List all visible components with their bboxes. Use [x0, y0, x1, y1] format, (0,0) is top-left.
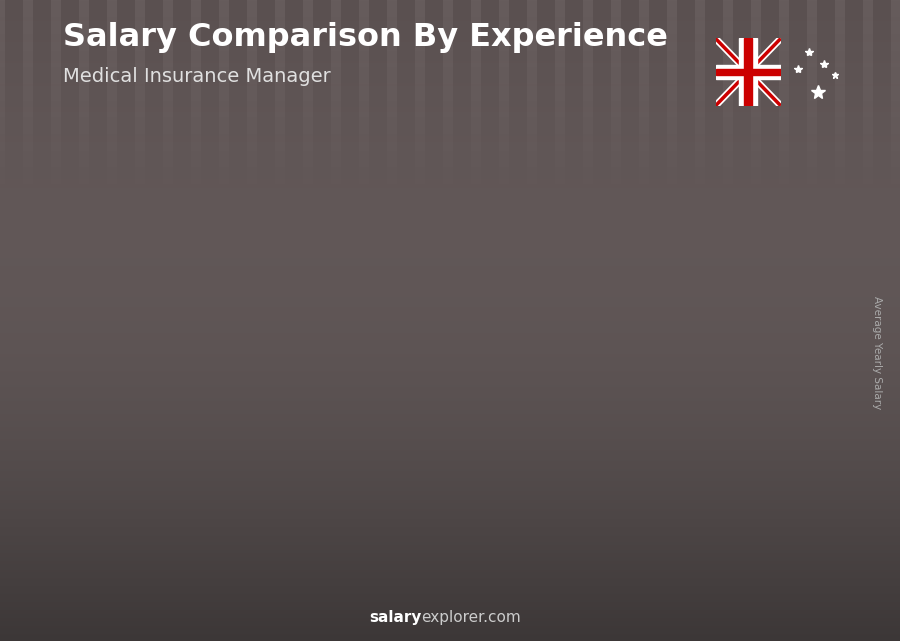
- Bar: [716, 65, 781, 79]
- Bar: [450, 272, 460, 558]
- Bar: [450, 272, 510, 558]
- Bar: [334, 326, 344, 558]
- Bar: [681, 225, 742, 558]
- Bar: [565, 255, 575, 558]
- Bar: [565, 255, 626, 558]
- Text: +10%: +10%: [630, 166, 688, 184]
- Polygon shape: [450, 260, 522, 272]
- Bar: [334, 326, 394, 558]
- Text: 235,000 AUD: 235,000 AUD: [668, 237, 755, 250]
- Text: +31%: +31%: [283, 267, 341, 285]
- Polygon shape: [681, 212, 753, 225]
- Text: Average Yearly Salary: Average Yearly Salary: [872, 296, 883, 409]
- Polygon shape: [742, 212, 753, 558]
- Text: salary: salary: [369, 610, 421, 625]
- Text: 88,000 AUD: 88,000 AUD: [87, 445, 166, 458]
- Text: 214,000 AUD: 214,000 AUD: [546, 267, 634, 279]
- Bar: [218, 381, 278, 558]
- Text: 125,000 AUD: 125,000 AUD: [199, 392, 286, 405]
- Text: 202,000 AUD: 202,000 AUD: [430, 283, 518, 296]
- Text: +42%: +42%: [167, 322, 225, 340]
- Polygon shape: [334, 317, 406, 326]
- Polygon shape: [218, 374, 290, 381]
- Bar: [716, 69, 781, 76]
- Polygon shape: [394, 317, 406, 558]
- Bar: [681, 225, 691, 558]
- Polygon shape: [278, 374, 290, 558]
- Polygon shape: [565, 243, 637, 255]
- Text: +6%: +6%: [521, 196, 566, 214]
- Text: Salary Comparison By Experience: Salary Comparison By Experience: [63, 22, 668, 53]
- Polygon shape: [103, 428, 175, 433]
- Text: explorer.com: explorer.com: [421, 610, 521, 625]
- Text: +23%: +23%: [399, 213, 457, 231]
- Bar: [103, 433, 163, 558]
- Bar: [743, 38, 752, 106]
- Bar: [740, 38, 757, 106]
- Text: Medical Insurance Manager: Medical Insurance Manager: [63, 67, 331, 87]
- Polygon shape: [163, 428, 175, 558]
- Bar: [218, 381, 228, 558]
- Polygon shape: [626, 243, 637, 558]
- Polygon shape: [510, 260, 522, 558]
- Bar: [103, 433, 112, 558]
- Text: 164,000 AUD: 164,000 AUD: [314, 337, 402, 350]
